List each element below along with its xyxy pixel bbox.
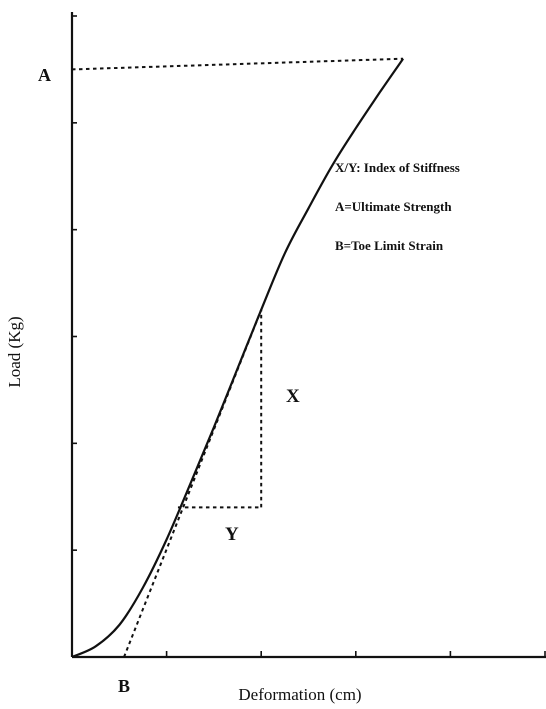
y-axis-title: Load (Kg) — [5, 316, 24, 387]
guides — [71, 57, 404, 658]
series-layer — [71, 58, 405, 659]
axes — [70, 12, 546, 659]
x-axis-title: Deformation (cm) — [238, 685, 361, 704]
ultimate-strength-line — [71, 57, 404, 71]
load-deformation-curve-0 — [71, 58, 405, 659]
annotation-y: Y — [225, 524, 239, 545]
ticks — [71, 15, 546, 658]
annotation-x: X — [286, 386, 300, 407]
annotation-a: A — [38, 65, 51, 85]
annotation-b: B — [118, 676, 130, 696]
legend-ultimate: A=Ultimate Strength — [335, 199, 452, 214]
legend-stiffness: X/Y: Index of Stiffness — [335, 160, 460, 175]
legend-toe: B=Toe Limit Strain — [335, 238, 444, 253]
